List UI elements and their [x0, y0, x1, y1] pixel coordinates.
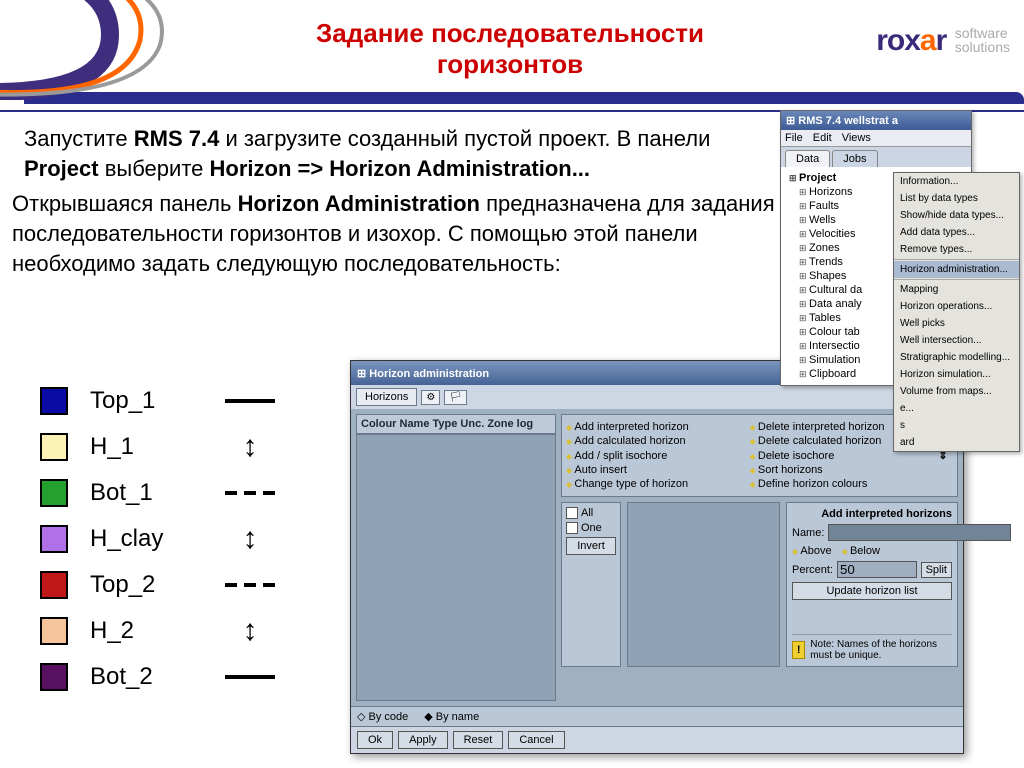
- legend-label: Bot_2: [90, 663, 220, 691]
- update-button[interactable]: Update horizon list: [792, 582, 952, 600]
- color-swatch: [40, 433, 68, 461]
- tab-data[interactable]: Data: [785, 150, 830, 167]
- legend-symbol: ↕: [220, 616, 280, 646]
- legend-label: Top_2: [90, 571, 220, 599]
- context-item[interactable]: Stratigraphic modelling...: [894, 349, 1019, 366]
- ha-add-panel: Add interpreted horizons Name: Above Bel…: [786, 502, 958, 667]
- name-input[interactable]: [828, 524, 1011, 541]
- menu-item[interactable]: Edit: [813, 132, 832, 144]
- tab-jobs[interactable]: Jobs: [832, 150, 877, 167]
- context-item[interactable]: Show/hide data types...: [894, 207, 1019, 224]
- radio-by-name[interactable]: ◆ By name: [424, 710, 479, 723]
- ha-cmd[interactable]: Change type of horizon: [566, 478, 750, 490]
- legend-row: H_1↕: [40, 424, 280, 470]
- ha-tab-horizons[interactable]: Horizons: [356, 388, 417, 406]
- context-item[interactable]: Mapping: [894, 281, 1019, 298]
- radio-below[interactable]: Below: [842, 545, 880, 557]
- menu-item[interactable]: File: [785, 132, 803, 144]
- flask-icon[interactable]: 🏳: [444, 390, 467, 405]
- color-swatch: [40, 387, 68, 415]
- legend-row: Bot_2: [40, 654, 280, 700]
- radio-above[interactable]: Above: [792, 545, 832, 557]
- context-item[interactable]: Information...: [894, 173, 1019, 190]
- ha-horizon-list[interactable]: [356, 434, 556, 701]
- context-item[interactable]: Horizon operations...: [894, 298, 1019, 315]
- horizon-context-menu: Information...List by data typesShow/hid…: [893, 172, 1020, 452]
- name-label: Name:: [792, 527, 824, 539]
- legend-label: Top_1: [90, 387, 220, 415]
- color-swatch: [40, 571, 68, 599]
- rms-tabs: Data Jobs: [781, 147, 971, 167]
- ha-preview-box: [627, 502, 780, 667]
- legend-row: Top_2: [40, 562, 280, 608]
- legend-label: H_1: [90, 433, 220, 461]
- decorative-curves: [0, 0, 240, 100]
- ha-cmd[interactable]: Sort horizons: [750, 464, 934, 476]
- horizon-legend: Top_1H_1↕Bot_1H_clay↕Top_2H_2↕Bot_2: [40, 378, 280, 700]
- page-title: Задание последовательности горизонтов: [260, 18, 760, 80]
- percent-input[interactable]: [837, 561, 917, 578]
- legend-label: H_2: [90, 617, 220, 645]
- context-item[interactable]: s: [894, 417, 1019, 434]
- legend-label: Bot_1: [90, 479, 220, 507]
- rms-menubar[interactable]: File Edit Views: [781, 130, 971, 147]
- legend-label: H_clay: [90, 525, 220, 553]
- legend-row: Bot_1: [40, 470, 280, 516]
- gear-icon[interactable]: ⚙: [421, 390, 440, 405]
- ha-cmd[interactable]: Add interpreted horizon: [566, 421, 750, 433]
- warning-icon: !: [792, 641, 805, 659]
- color-swatch: [40, 525, 68, 553]
- chk-all[interactable]: All: [566, 507, 616, 519]
- legend-symbol: [220, 491, 280, 495]
- context-item[interactable]: Add data types...: [894, 224, 1019, 241]
- ha-cmd[interactable]: Auto insert: [566, 464, 750, 476]
- legend-symbol: ↕: [220, 524, 280, 554]
- ha-sort-mode: ◇ By code ◆ By name: [351, 706, 963, 726]
- intro-paragraph: Запустите RMS 7.4 и загрузите созданный …: [24, 124, 784, 183]
- color-swatch: [40, 617, 68, 645]
- ha-button-bar: Ok Apply Reset Cancel: [351, 726, 963, 753]
- ha-cmd[interactable]: Add / split isochore: [566, 450, 750, 462]
- header: Задание последовательности горизонтов ro…: [0, 0, 1024, 92]
- ha-cmd[interactable]: Add calculated horizon: [566, 435, 750, 447]
- context-item[interactable]: Horizon simulation...: [894, 366, 1019, 383]
- context-item[interactable]: e...: [894, 400, 1019, 417]
- ha-list-header: Colour Name Type Unc. Zone log: [356, 414, 556, 434]
- ha-note: ! Note: Names of the horizons must be un…: [792, 634, 952, 661]
- context-item[interactable]: List by data types: [894, 190, 1019, 207]
- cancel-button[interactable]: Cancel: [508, 731, 564, 749]
- color-swatch: [40, 479, 68, 507]
- legend-symbol: [220, 399, 280, 403]
- horizon-admin-dialog: ⊞ Horizon administration × Horizons ⚙ 🏳 …: [350, 360, 964, 754]
- menu-item[interactable]: Views: [842, 132, 871, 144]
- context-item[interactable]: ard: [894, 434, 1019, 451]
- context-item-selected[interactable]: Horizon administration...: [894, 261, 1019, 278]
- legend-row: H_clay↕: [40, 516, 280, 562]
- color-swatch: [40, 663, 68, 691]
- ha-selection-box: All One Invert: [561, 502, 621, 667]
- context-item[interactable]: Remove types...: [894, 241, 1019, 258]
- roxar-logo: roxar softwaresolutions: [876, 24, 1010, 58]
- context-item[interactable]: Well picks: [894, 315, 1019, 332]
- legend-row: H_2↕: [40, 608, 280, 654]
- legend-symbol: [220, 583, 280, 587]
- percent-label: Percent:: [792, 564, 833, 576]
- reset-button[interactable]: Reset: [453, 731, 504, 749]
- invert-button[interactable]: Invert: [566, 537, 616, 555]
- ha-toolbar: Horizons ⚙ 🏳: [351, 385, 963, 409]
- chk-one[interactable]: One: [566, 522, 616, 534]
- ha-cmd[interactable]: Define horizon colours: [750, 478, 934, 490]
- legend-symbol: ↕: [220, 432, 280, 462]
- legend-symbol: [220, 675, 280, 679]
- ok-button[interactable]: Ok: [357, 731, 393, 749]
- ha-add-header: Add interpreted horizons: [792, 508, 952, 520]
- desc-paragraph: Открывшаяся панель Horizon Administratio…: [12, 189, 784, 278]
- context-item[interactable]: Well intersection...: [894, 332, 1019, 349]
- apply-button[interactable]: Apply: [398, 731, 448, 749]
- legend-row: Top_1: [40, 378, 280, 424]
- split-button[interactable]: Split: [921, 562, 952, 578]
- rms-titlebar: ⊞ RMS 7.4 wellstrat a: [781, 111, 971, 130]
- context-item[interactable]: Volume from maps...: [894, 383, 1019, 400]
- radio-by-code[interactable]: ◇ By code: [357, 710, 408, 723]
